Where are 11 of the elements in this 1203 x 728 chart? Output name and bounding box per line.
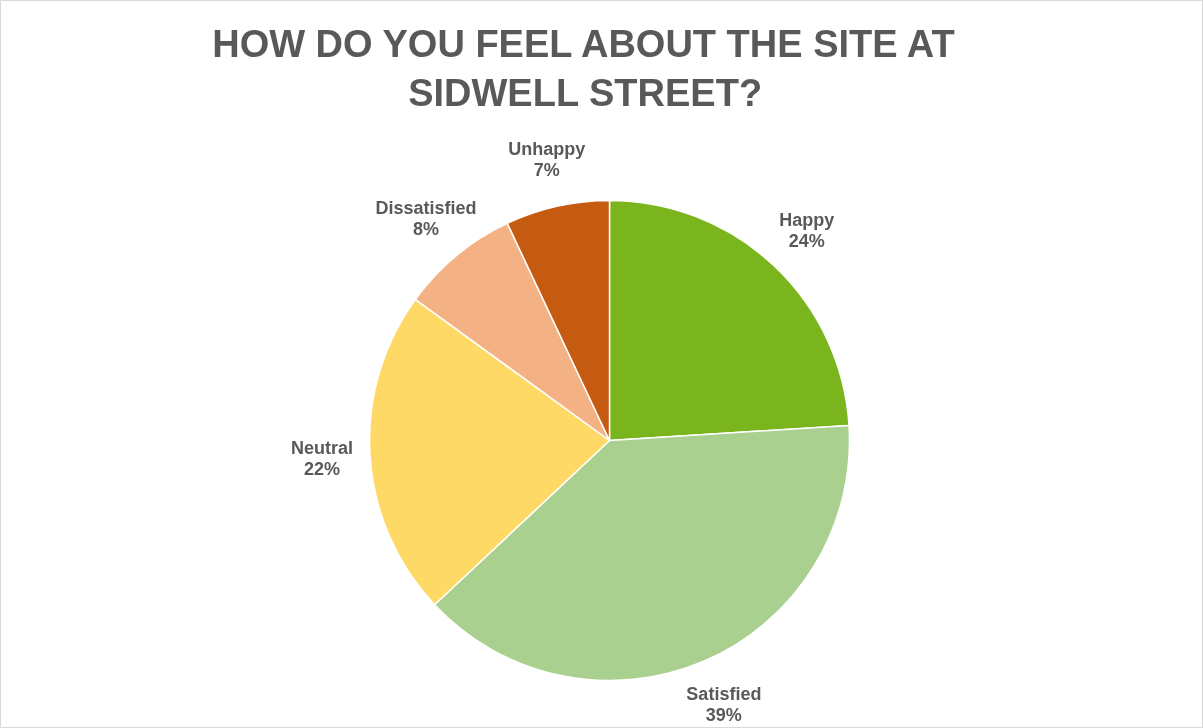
- data-label: 24%: [788, 231, 825, 252]
- slice-label: Dissatisfied: [375, 198, 477, 219]
- data-label: 8%: [412, 219, 439, 240]
- data-label: 39%: [705, 705, 742, 726]
- slice-label: Unhappy: [508, 138, 586, 159]
- data-label: 7%: [533, 159, 560, 180]
- data-label: 22%: [304, 459, 341, 480]
- slice-label: Neutral: [291, 438, 354, 459]
- slice-label: Happy: [779, 210, 835, 231]
- slice-label: Satisfied: [686, 684, 762, 705]
- chart-title: HOW DO YOU FEEL ABOUT THE SITE AT SIDWELL STREET?: [212, 23, 955, 114]
